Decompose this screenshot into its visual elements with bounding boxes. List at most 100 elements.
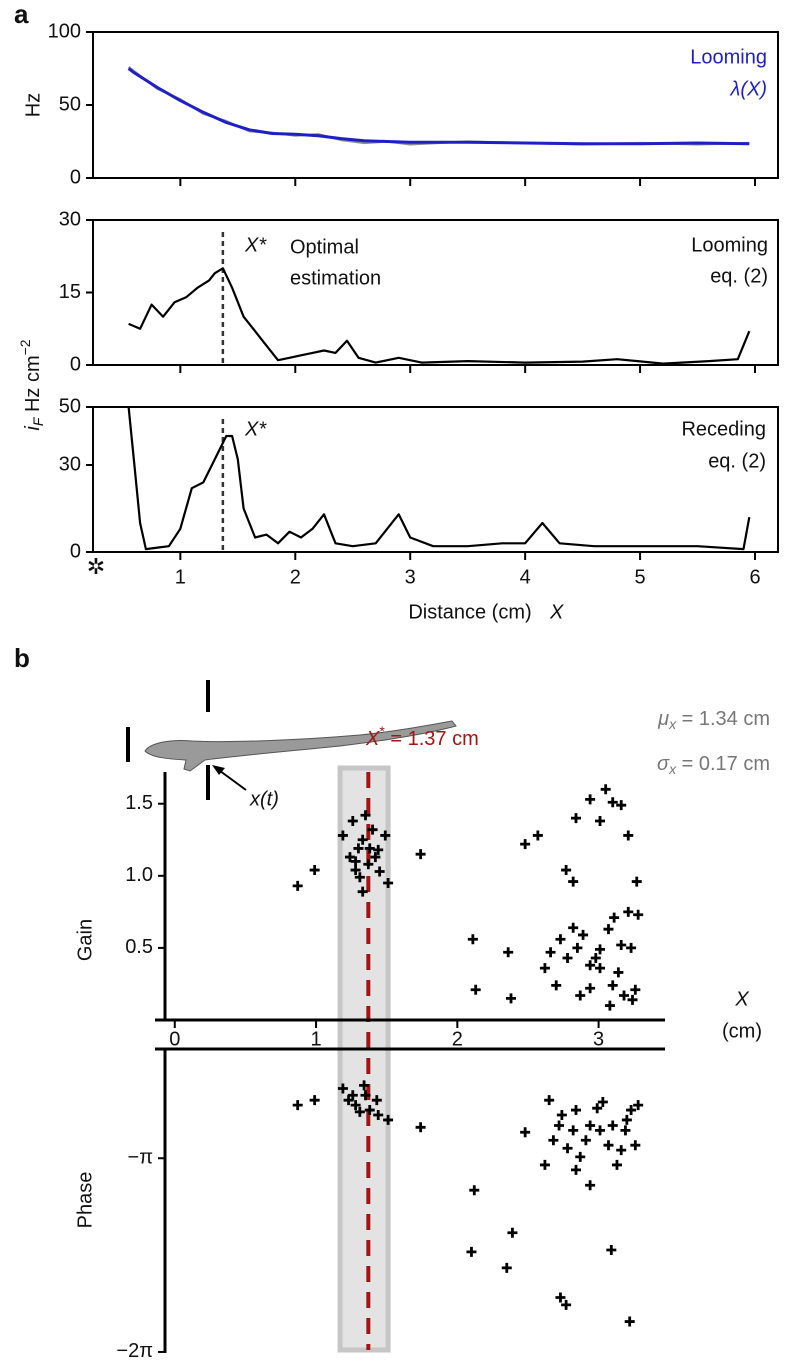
y-tick-label: 100 bbox=[48, 20, 81, 42]
scatter-point bbox=[620, 1125, 631, 1136]
scatter-point bbox=[595, 1125, 606, 1136]
line bbox=[127, 67, 750, 146]
sd-band bbox=[337, 765, 391, 1353]
scatter-point bbox=[415, 1122, 426, 1133]
scatter-point bbox=[585, 1120, 596, 1131]
legend-entry: Looming bbox=[690, 46, 767, 68]
scatter-point bbox=[568, 876, 579, 887]
scatter-point bbox=[309, 1095, 320, 1106]
annotation: estimation bbox=[290, 267, 381, 289]
scatter-point bbox=[556, 1109, 567, 1120]
scatter-point bbox=[626, 1105, 637, 1116]
scatter-point bbox=[360, 1090, 371, 1101]
line bbox=[127, 406, 751, 551]
scatter-point bbox=[561, 1299, 572, 1310]
scatter-point bbox=[469, 1185, 480, 1196]
line bbox=[128, 267, 751, 365]
scatter-point bbox=[603, 1140, 614, 1151]
x-tick-label: 5 bbox=[635, 566, 646, 588]
axes-frame bbox=[92, 406, 779, 553]
sd-label: σx = 0.17 cm bbox=[657, 753, 770, 776]
scatter-point bbox=[520, 839, 531, 850]
annotation: eq. (2) bbox=[708, 450, 766, 472]
scatter-point bbox=[380, 830, 391, 841]
x-tick-label: 2 bbox=[452, 1028, 463, 1050]
scatter-point bbox=[532, 830, 543, 841]
scatter-point bbox=[347, 1090, 358, 1101]
symbol: μ bbox=[657, 708, 669, 730]
y-tick-label: 0 bbox=[70, 353, 81, 375]
scatter-point bbox=[374, 866, 385, 877]
scatter-point bbox=[607, 797, 618, 808]
scatter-point bbox=[555, 1292, 566, 1303]
scatter-point bbox=[621, 1114, 632, 1125]
scatter-point bbox=[539, 963, 550, 974]
symbol-sup: * bbox=[379, 723, 385, 739]
scatter-point bbox=[603, 924, 614, 935]
scatter-point bbox=[623, 830, 634, 841]
scatter-point bbox=[354, 1106, 365, 1117]
scatter-point bbox=[575, 1151, 586, 1162]
scatter-point bbox=[357, 834, 368, 845]
axes-frame bbox=[92, 31, 779, 179]
scatter-point bbox=[373, 844, 384, 855]
scatter-point bbox=[292, 880, 303, 891]
scatter-point bbox=[626, 942, 637, 953]
y-axis-label-part: F bbox=[30, 416, 46, 426]
scatter-point bbox=[600, 784, 611, 795]
annotation: x(t) bbox=[249, 788, 279, 810]
scatter-point bbox=[344, 852, 355, 863]
scatter-point bbox=[562, 953, 573, 963]
scatter-point bbox=[606, 1245, 617, 1256]
scatter-point bbox=[595, 944, 606, 955]
scatter-point bbox=[585, 1180, 596, 1191]
annotation: Receding bbox=[681, 418, 766, 440]
scatter-point bbox=[467, 934, 478, 945]
axes-frame bbox=[92, 219, 779, 366]
annotation: X* bbox=[244, 418, 267, 440]
mean-label: μx = 1.34 cm bbox=[657, 708, 770, 731]
scatter-point bbox=[630, 984, 641, 995]
scatter-point bbox=[548, 1135, 559, 1146]
scatter-point bbox=[592, 1103, 603, 1114]
x-tick-label: 6 bbox=[749, 566, 760, 588]
scatter-point bbox=[360, 810, 371, 821]
scatter-point bbox=[585, 983, 596, 994]
scatter-point bbox=[347, 816, 358, 827]
x-axis-label: (cm) bbox=[722, 1020, 762, 1042]
annotation: Looming bbox=[691, 234, 768, 256]
y-tick-label: −2π bbox=[116, 1340, 153, 1362]
scatter-point bbox=[337, 1083, 348, 1094]
y-axis-label-part: −2 bbox=[17, 339, 33, 355]
panel-label: a bbox=[14, 0, 29, 29]
scatter-point bbox=[585, 794, 596, 805]
scatter-point bbox=[539, 1159, 550, 1170]
scatter-point bbox=[578, 929, 589, 940]
x-axis-label: X bbox=[549, 601, 564, 623]
y-tick-label: 30 bbox=[59, 453, 81, 475]
scatter-point bbox=[383, 1114, 394, 1125]
marker-line-label: X* = 1.37 cm bbox=[365, 723, 479, 751]
y-tick-label: 50 bbox=[59, 93, 81, 115]
scatter-point bbox=[619, 990, 630, 1001]
symbol-sub: x bbox=[668, 716, 677, 732]
scatter-point bbox=[624, 1316, 635, 1327]
scatter-point bbox=[562, 1143, 573, 1154]
scatter-point bbox=[507, 1227, 518, 1238]
scatter-point bbox=[570, 1105, 581, 1116]
y-tick-label: 0 bbox=[70, 166, 81, 188]
scatter-point bbox=[357, 886, 368, 897]
y-axis-label-part: Hz cm bbox=[22, 355, 44, 417]
x-axis-label: X bbox=[734, 988, 749, 1010]
y-tick-label: 0 bbox=[70, 540, 81, 562]
y-tick-label: 30 bbox=[59, 208, 81, 230]
scatter-point bbox=[616, 800, 627, 811]
scatter-point bbox=[595, 963, 606, 974]
scatter-point bbox=[555, 934, 566, 945]
scatter-point bbox=[309, 865, 320, 876]
scatter-point bbox=[631, 876, 642, 887]
scatter-point bbox=[633, 1100, 644, 1111]
scatter-point bbox=[627, 994, 638, 1005]
y-tick-label: 15 bbox=[59, 281, 81, 303]
origin-marker: ✲ bbox=[87, 554, 105, 579]
